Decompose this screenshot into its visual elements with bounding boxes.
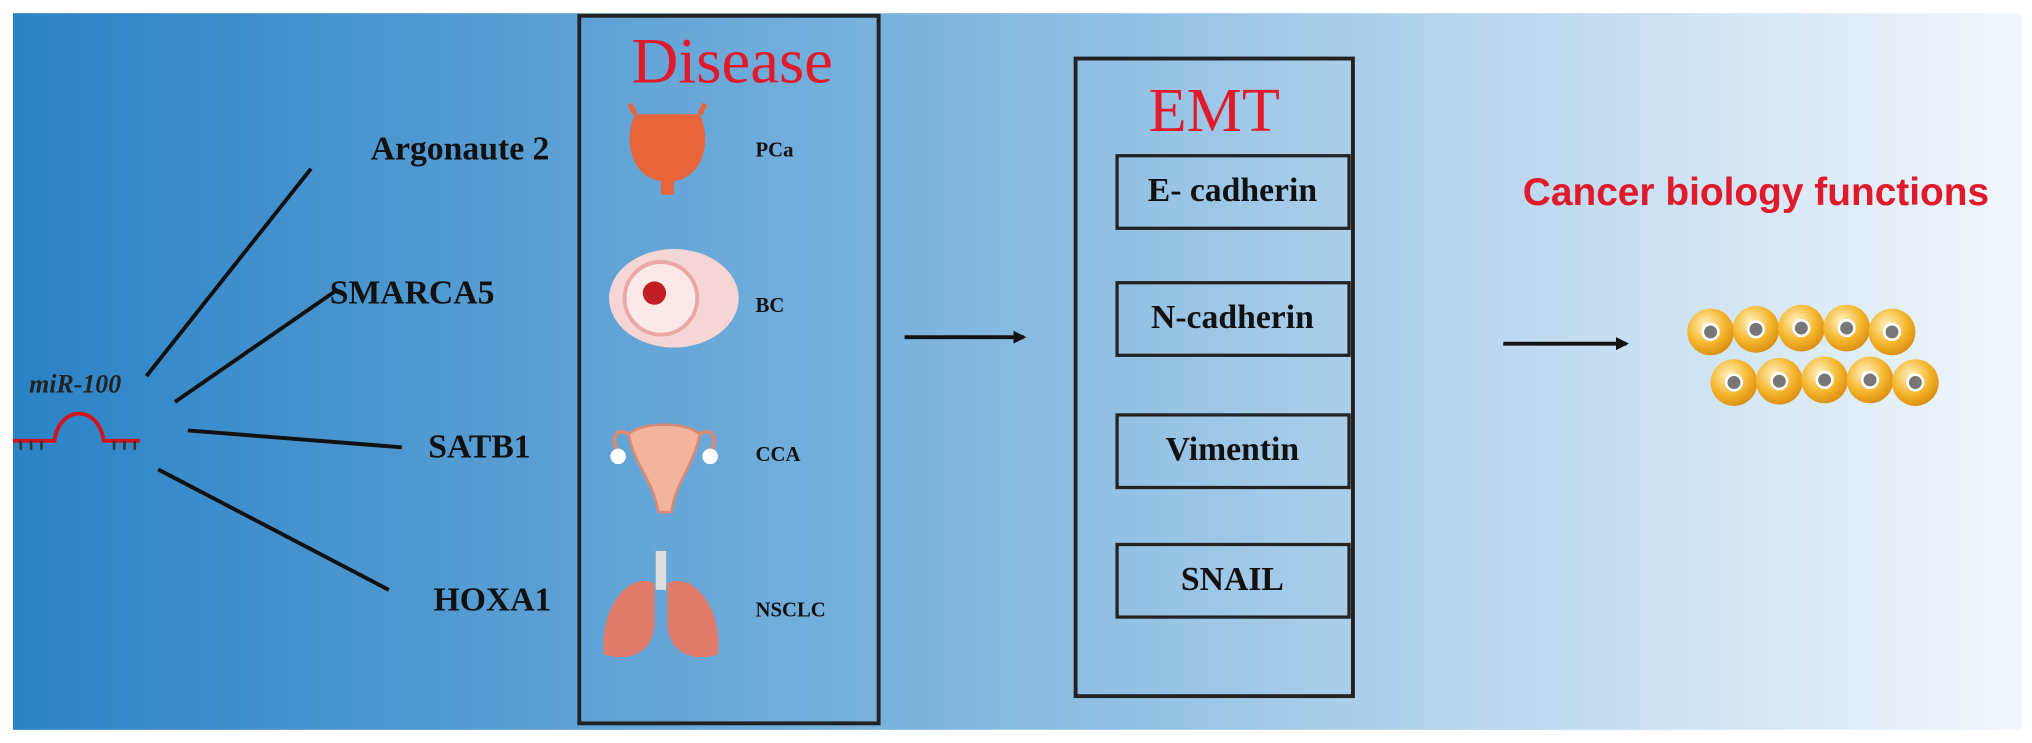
connectors bbox=[144, 167, 402, 592]
disease-label: BC bbox=[756, 295, 785, 317]
marker-label: Vimentin bbox=[1166, 431, 1300, 468]
nucleus bbox=[1701, 322, 1720, 342]
nucleus bbox=[1770, 372, 1789, 391]
bladder-icon bbox=[627, 102, 708, 195]
marker-box bbox=[1115, 154, 1351, 230]
target-label: Argonaute 2 bbox=[371, 131, 550, 168]
nucleus bbox=[1815, 370, 1834, 389]
nucleus bbox=[1746, 320, 1766, 339]
background bbox=[12, 13, 2022, 730]
emt-box bbox=[1073, 56, 1355, 699]
marker-label: SNAIL bbox=[1181, 561, 1284, 598]
nucleus bbox=[1860, 370, 1880, 389]
breast-icon bbox=[609, 249, 739, 348]
marker-label: N-cadherin bbox=[1151, 299, 1314, 336]
target-label: SMARCA5 bbox=[330, 274, 495, 311]
uterus-icon bbox=[610, 423, 718, 514]
cancer-cells bbox=[1687, 304, 1939, 406]
marker-box bbox=[1115, 542, 1351, 619]
marker-box bbox=[1115, 281, 1351, 357]
marker-box bbox=[1115, 413, 1351, 490]
target-label: HOXA1 bbox=[433, 582, 551, 619]
nucleus bbox=[1724, 373, 1744, 392]
disease-box bbox=[577, 13, 881, 726]
disease-label: PCa bbox=[756, 140, 795, 162]
disease-title: Disease bbox=[631, 25, 832, 97]
outcome-label: Cancer biology functions bbox=[1523, 171, 1989, 214]
disease-label: NSCLC bbox=[756, 600, 826, 622]
nucleus bbox=[1906, 373, 1925, 392]
hairpin bbox=[12, 411, 140, 450]
mirna-label: miR-100 bbox=[29, 369, 121, 398]
marker-label: E- cadherin bbox=[1148, 172, 1318, 209]
disease-label: CCA bbox=[756, 444, 801, 466]
nucleus bbox=[1837, 319, 1856, 338]
emt-title: EMT bbox=[1149, 77, 1280, 145]
nucleus bbox=[1882, 322, 1902, 342]
target-label: SATB1 bbox=[428, 429, 530, 466]
nucleus bbox=[1792, 319, 1811, 338]
lungs-icon bbox=[603, 550, 719, 658]
